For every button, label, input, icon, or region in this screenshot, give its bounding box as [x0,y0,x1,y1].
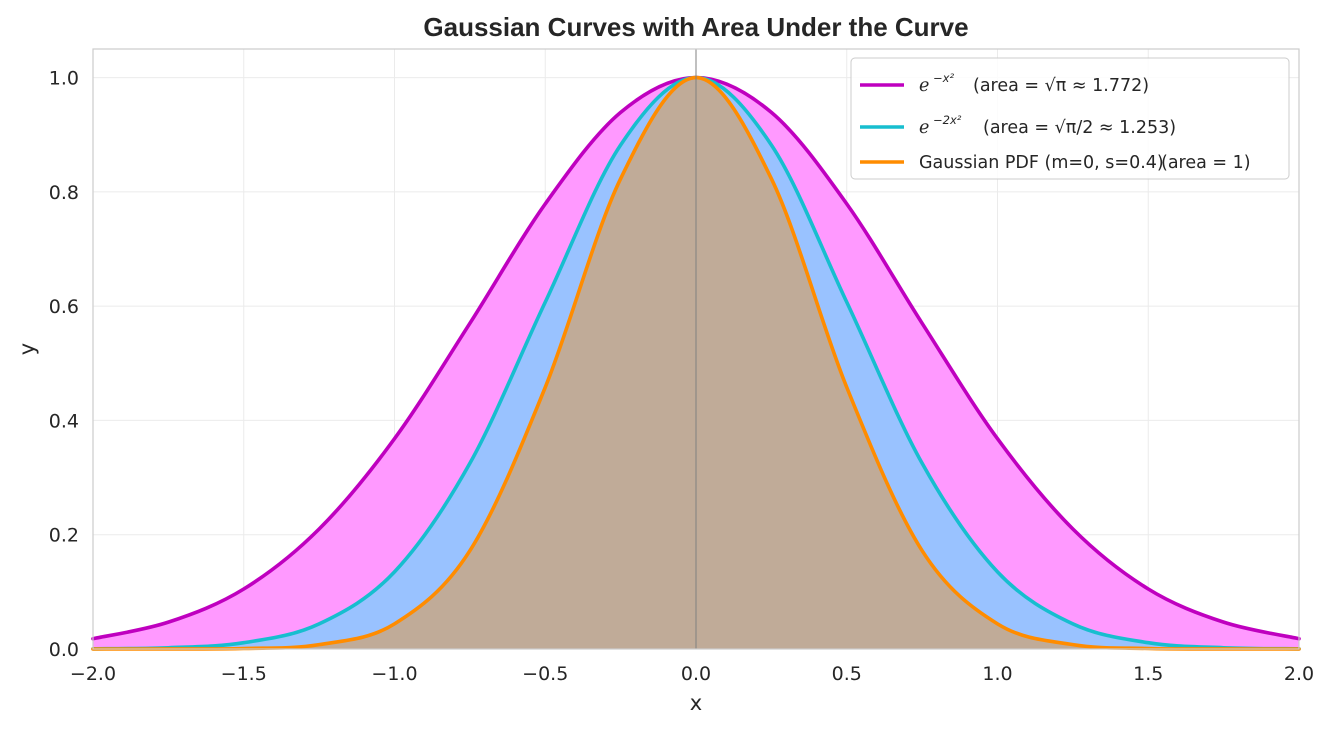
x-tick-label-4: 0.0 [681,663,711,685]
y-tick-labels: 0.0 0.2 0.4 0.6 0.8 1.0 [49,68,79,661]
legend-label-2: Gaussian PDF (m=0, s=0.4) [919,153,1164,173]
x-tick-label-7: 1.5 [1133,663,1163,685]
x-tick-label-6: 1.0 [982,663,1012,685]
legend-label-1: e [919,118,929,138]
x-tick-label-5: 0.5 [832,663,862,685]
x-tick-label-2: −1.0 [371,663,417,685]
y-tick-label-5: 1.0 [49,68,79,90]
legend-box [850,57,1290,180]
y-tick-label-2: 0.4 [49,410,79,432]
y-tick-label-0: 0.0 [49,639,79,661]
y-tick-label-3: 0.6 [49,296,79,318]
legend-note-1: (area = √π/2 ≈ 1.253) [983,118,1176,138]
x-axis-label: x [690,691,702,715]
y-axis-label: y [15,343,39,355]
x-tick-label-0: −2.0 [70,663,116,685]
legend-exponent-1: −2x² [933,113,962,127]
y-tick-label-4: 0.8 [49,182,79,204]
x-tick-labels: −2.0 −1.5 −1.0 −0.5 0.0 0.5 1.0 1.5 2.0 [70,663,1314,685]
y-tick-label-1: 0.2 [49,525,79,547]
chart-title: Gaussian Curves with Area Under the Curv… [423,12,968,42]
legend-note-2: (area = 1) [1161,153,1251,173]
plot-frame [92,48,1300,650]
x-tick-label-8: 2.0 [1284,663,1314,685]
x-tick-label-3: −0.5 [522,663,568,685]
legend-note-0: (area = √π ≈ 1.772) [973,76,1149,96]
legend-exponent-0: −x² [933,71,954,85]
legend: e −x² (area = √π ≈ 1.772) e −2x² (area = √π/2… [850,57,1290,180]
legend-label-0: e [919,76,929,96]
x-tick-label-1: −1.5 [221,663,267,685]
